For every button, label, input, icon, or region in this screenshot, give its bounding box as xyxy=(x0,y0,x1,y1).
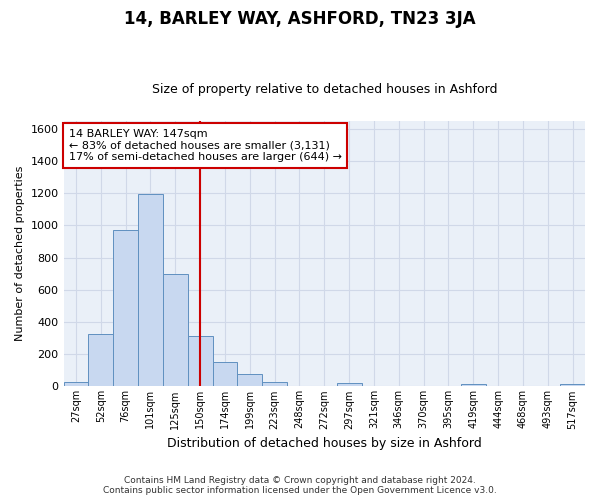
Bar xyxy=(64,382,88,386)
Text: 14, BARLEY WAY, ASHFORD, TN23 3JA: 14, BARLEY WAY, ASHFORD, TN23 3JA xyxy=(124,10,476,28)
Bar xyxy=(238,374,262,386)
Bar xyxy=(337,384,362,386)
Bar xyxy=(113,230,138,386)
Bar xyxy=(560,384,585,386)
X-axis label: Distribution of detached houses by size in Ashford: Distribution of detached houses by size … xyxy=(167,437,482,450)
Bar xyxy=(188,336,212,386)
Bar xyxy=(88,334,113,386)
Bar xyxy=(163,274,188,386)
Bar xyxy=(461,384,485,386)
Bar xyxy=(138,194,163,386)
Text: Contains HM Land Registry data © Crown copyright and database right 2024.
Contai: Contains HM Land Registry data © Crown c… xyxy=(103,476,497,495)
Text: 14 BARLEY WAY: 147sqm
← 83% of detached houses are smaller (3,131)
17% of semi-d: 14 BARLEY WAY: 147sqm ← 83% of detached … xyxy=(69,128,342,162)
Bar xyxy=(212,362,238,386)
Bar xyxy=(262,382,287,386)
Title: Size of property relative to detached houses in Ashford: Size of property relative to detached ho… xyxy=(152,83,497,96)
Y-axis label: Number of detached properties: Number of detached properties xyxy=(15,166,25,342)
